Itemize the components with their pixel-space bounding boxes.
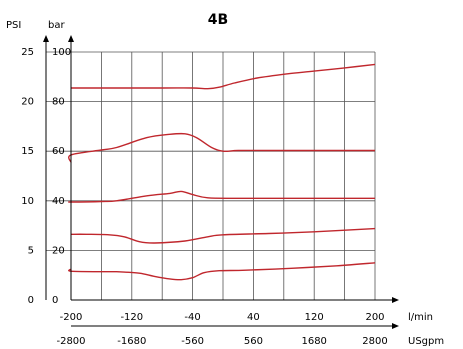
tick-label-lmin: 120 bbox=[305, 312, 324, 323]
tick-label-lmin: -120 bbox=[120, 312, 143, 323]
x-axis-usgpm-arrow bbox=[392, 323, 399, 329]
grid-vertical bbox=[101, 52, 376, 300]
tick-label-bar: 40 bbox=[52, 196, 65, 207]
x-axis-lmin-arrow bbox=[392, 297, 399, 303]
y-axis-bar-arrow bbox=[68, 35, 74, 42]
tick-labels: 0 5 10 15 20 25 0 20 40 60 80 100 -200 -120 -40 40 120 20… bbox=[21, 47, 387, 347]
tick-label-usgpm: -2800 bbox=[56, 336, 85, 347]
tick-label-lmin: 40 bbox=[247, 312, 260, 323]
curve-4 bbox=[70, 227, 376, 244]
curve-2 bbox=[68, 132, 375, 163]
curves bbox=[68, 63, 376, 281]
tick-label-usgpm: -1680 bbox=[117, 336, 146, 347]
tick-label-psi: 15 bbox=[21, 146, 34, 157]
tick-label-psi: 5 bbox=[28, 245, 34, 256]
tick-label-bar: 60 bbox=[52, 146, 65, 157]
y-axis-psi-label: PSI bbox=[6, 20, 21, 31]
x-axis-lmin-label: l/min bbox=[408, 312, 433, 323]
tick-label-bar: 20 bbox=[52, 245, 65, 256]
tick-label-usgpm: 1680 bbox=[301, 336, 326, 347]
tick-label-usgpm: 560 bbox=[244, 336, 263, 347]
tick-label-usgpm: 2800 bbox=[362, 336, 387, 347]
tick-label-psi: 20 bbox=[21, 97, 34, 108]
curve-5 bbox=[68, 262, 376, 281]
y-axis-psi-arrow bbox=[43, 35, 49, 42]
tick-label-psi: 0 bbox=[28, 295, 34, 306]
curve-3 bbox=[68, 190, 376, 203]
tick-label-psi: 25 bbox=[21, 47, 34, 58]
tick-label-psi: 10 bbox=[21, 196, 34, 207]
curve-1 bbox=[70, 63, 376, 90]
tick-label-lmin: 200 bbox=[365, 312, 384, 323]
y-axis-bar-label: bar bbox=[48, 20, 65, 31]
tick-label-lmin: -40 bbox=[184, 312, 200, 323]
tick-label-usgpm: -560 bbox=[181, 336, 204, 347]
chart-title: 4B bbox=[208, 12, 228, 28]
tick-label-bar: 0 bbox=[52, 295, 58, 306]
tick-label-bar: 80 bbox=[52, 97, 65, 108]
x-axis-usgpm-label: USgpm bbox=[408, 336, 444, 347]
tick-label-lmin: -200 bbox=[60, 312, 83, 323]
tick-label-bar: 100 bbox=[52, 47, 71, 58]
